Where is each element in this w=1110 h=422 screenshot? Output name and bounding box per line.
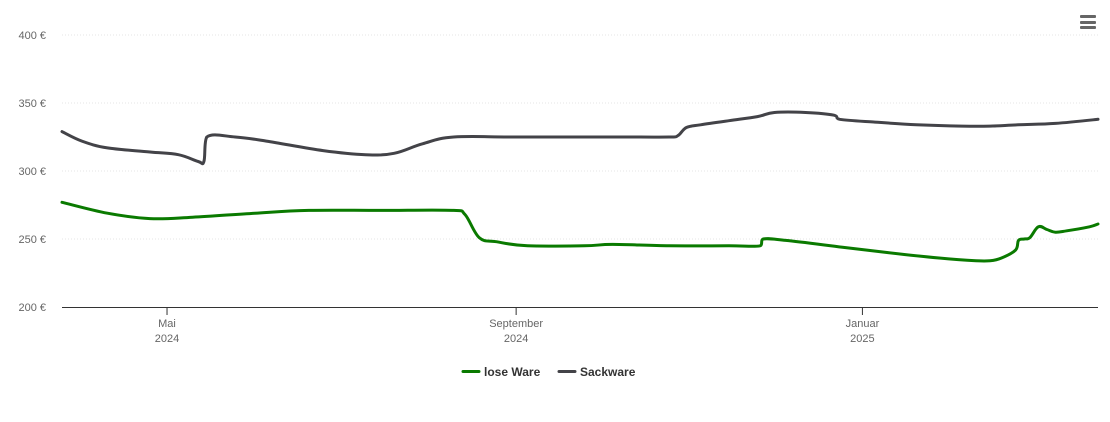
y-tick-label: 200 €: [18, 302, 46, 314]
legend-item[interactable]: lose Ware: [461, 365, 541, 379]
series-line-lose-ware: [60, 200, 1100, 263]
y-tick-label: 350 €: [18, 98, 46, 110]
y-axis-labels: 200 € 250 € 300 € 350 € 400 €: [18, 30, 46, 314]
series-line-sackware: [60, 110, 1100, 166]
hamburger-menu-icon[interactable]: [1076, 10, 1100, 34]
series-lines: [60, 110, 1100, 263]
x-tick-label-year: 2025: [850, 333, 874, 345]
x-tick-label-year: 2024: [504, 333, 528, 345]
legend-label: lose Ware: [484, 365, 541, 379]
x-axis-ticks: Mai 2024 September 2024 Januar 2025: [155, 307, 880, 345]
legend-label: Sackware: [580, 365, 636, 379]
x-tick-label-month: Mai: [158, 318, 176, 330]
y-tick-label: 400 €: [18, 30, 46, 42]
x-tick-label-year: 2024: [155, 333, 179, 345]
legend[interactable]: lose Ware Sackware: [461, 365, 636, 379]
x-tick-label-month: September: [489, 318, 543, 330]
legend-item[interactable]: Sackware: [557, 365, 636, 379]
x-tick-label-month: Januar: [846, 318, 880, 330]
y-tick-label: 250 €: [18, 234, 46, 246]
y-tick-label: 300 €: [18, 166, 46, 178]
